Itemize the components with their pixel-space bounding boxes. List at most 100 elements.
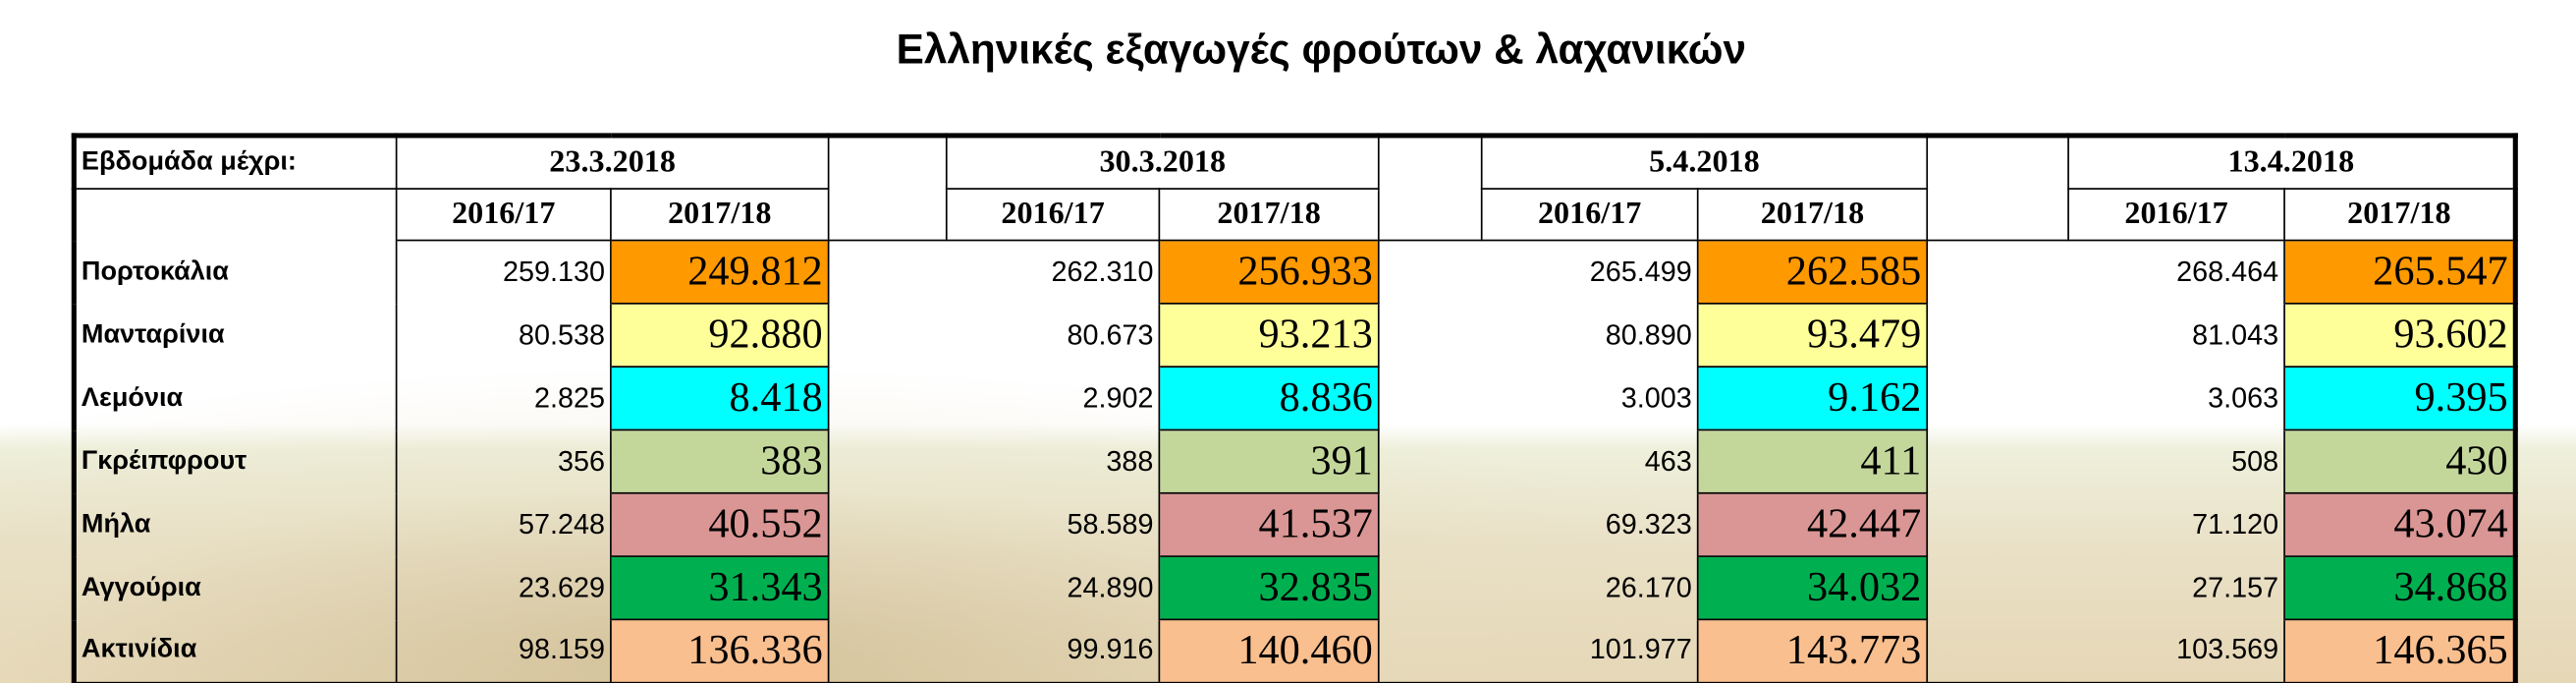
spacer-blank [1379, 429, 1482, 492]
value-curr: 256.933 [1158, 239, 1380, 305]
row-label: Μανταρίνια [74, 303, 398, 368]
value-curr: 383 [610, 428, 830, 494]
value-prev: 81.043 [2068, 303, 2285, 368]
value-prev: 388 [946, 429, 1161, 493]
value-curr: 143.773 [1696, 618, 1929, 683]
spacer-blank [1379, 241, 1482, 304]
data-row: Ακτινίδια 98.159 136.336 99.916 140.460 101.9… [74, 618, 2517, 683]
value-curr: 391 [1158, 428, 1380, 494]
value-prev: 101.977 [1481, 619, 1699, 683]
season-header: 2017/18 [1696, 188, 1929, 242]
season-header: 2017/18 [610, 188, 830, 242]
spacer-blank [1379, 304, 1482, 367]
value-curr: 34.032 [1696, 555, 1929, 621]
data-row: Μήλα 57.248 40.552 58.589 41.537 69.323 42.447… [74, 491, 2517, 557]
row-label: Λεμόνια [74, 367, 398, 430]
value-prev: 99.916 [946, 619, 1161, 683]
value-curr: 40.552 [610, 491, 830, 557]
data-row: Γκρέιπφρουτ 356 383 388 391 463 411 508 430 [74, 428, 2517, 494]
spacer-blank [1927, 367, 2068, 429]
value-curr: 146.365 [2283, 618, 2517, 683]
header-row: Εβδομάδα μέχρι: 23.3.2018 30.3.2018 5.4.201… [73, 135, 2517, 242]
value-prev: 23.629 [396, 556, 612, 620]
value-curr: 92.880 [610, 302, 830, 368]
season-header: 2017/18 [2283, 188, 2517, 242]
season-header: 2017/18 [1158, 188, 1380, 242]
value-prev: 3.003 [1481, 367, 1699, 430]
spacer-blank [829, 556, 947, 619]
title: Ελληνικές εξαγωγές φρούτων & λαχανικών [896, 27, 1747, 74]
season-header: 2016/17 [2067, 188, 2285, 242]
value-prev: 58.589 [946, 492, 1161, 557]
value-curr: 430 [2283, 428, 2517, 494]
value-prev: 268.464 [2068, 240, 2285, 304]
row-label: Αγγούρια [74, 556, 398, 620]
spacer-blank [1379, 619, 1482, 683]
value-prev: 3.063 [2068, 367, 2285, 430]
season-header: 2016/17 [1480, 188, 1699, 242]
value-curr: 8.418 [610, 366, 830, 431]
value-curr: 136.336 [610, 618, 830, 683]
table-body: Εβδομάδα μέχρι: 23.3.2018 30.3.2018 5.4.201… [73, 135, 2517, 683]
value-curr: 411 [1696, 428, 1929, 494]
value-curr: 31.343 [610, 555, 830, 621]
spacer-blank [1927, 241, 2068, 304]
row-label: Ακτινίδια [74, 619, 398, 683]
value-curr: 262.585 [1696, 239, 1929, 305]
value-prev: 69.323 [1481, 492, 1699, 557]
data-row: Μανταρίνια 80.538 92.880 80.673 93.213 80.890… [74, 302, 2517, 368]
spacer-blank [1927, 493, 2068, 556]
value-prev: 103.569 [2068, 619, 2285, 683]
table: Εβδομάδα μέχρι: 23.3.2018 30.3.2018 5.4.201… [71, 133, 2518, 683]
spacer-blank [1927, 556, 2068, 619]
date-header: 13.4.2018 [2067, 135, 2517, 190]
row-label: Γκρέιπφρουτ [74, 429, 398, 493]
value-prev: 27.157 [2068, 556, 2285, 620]
value-prev: 80.890 [1481, 303, 1699, 368]
value-prev: 24.890 [946, 556, 1161, 620]
value-curr: 9.395 [2283, 366, 2517, 431]
value-prev: 463 [1481, 429, 1699, 493]
data-row: Λεμόνια 2.825 8.418 2.902 8.836 3.003 9.162 3.0… [74, 366, 2517, 431]
spacer-blank [1379, 367, 1482, 429]
spacer-blank [829, 304, 947, 367]
value-prev: 356 [396, 429, 612, 493]
value-curr: 93.479 [1696, 302, 1929, 368]
value-curr: 140.460 [1158, 618, 1380, 683]
date-header: 23.3.2018 [395, 135, 830, 190]
season-header: 2016/17 [395, 188, 612, 242]
value-prev: 80.538 [396, 303, 612, 368]
value-prev: 71.120 [2068, 492, 2285, 557]
season-row: 2016/17 2017/18 2016/17 2017/18 2016/17 2017/… [74, 188, 2517, 242]
row-label: Πορτοκάλια [74, 240, 398, 304]
spacer-blank [1379, 556, 1482, 619]
spacer-blank [1927, 619, 2068, 683]
value-curr: 93.602 [2283, 302, 2517, 368]
spacer-blank [829, 367, 947, 429]
value-prev: 26.170 [1481, 556, 1699, 620]
date-header: 30.3.2018 [945, 135, 1380, 190]
value-curr: 43.074 [2283, 491, 2517, 557]
value-prev: 259.130 [396, 240, 612, 304]
value-curr: 93.213 [1158, 302, 1380, 368]
value-curr: 265.547 [2283, 239, 2517, 305]
spacer-blank [829, 619, 947, 683]
value-curr: 32.835 [1158, 555, 1380, 621]
spacer-blank [1927, 304, 2068, 367]
spacer-blank [829, 493, 947, 556]
value-prev: 262.310 [946, 240, 1161, 304]
value-prev: 2.825 [396, 367, 612, 430]
value-prev: 98.159 [396, 619, 612, 683]
value-curr: 34.868 [2283, 555, 2517, 621]
value-curr: 41.537 [1158, 491, 1380, 557]
value-curr: 42.447 [1696, 491, 1929, 557]
spacer-blank [829, 429, 947, 492]
label-blank [74, 189, 398, 241]
spacer-blank [829, 241, 947, 304]
value-curr: 8.836 [1158, 366, 1380, 431]
row-label: Μήλα [74, 492, 398, 557]
value-prev: 265.499 [1481, 240, 1699, 304]
data-row: Πορτοκάλια 259.130 249.812 262.310 256.933 26… [74, 239, 2517, 305]
